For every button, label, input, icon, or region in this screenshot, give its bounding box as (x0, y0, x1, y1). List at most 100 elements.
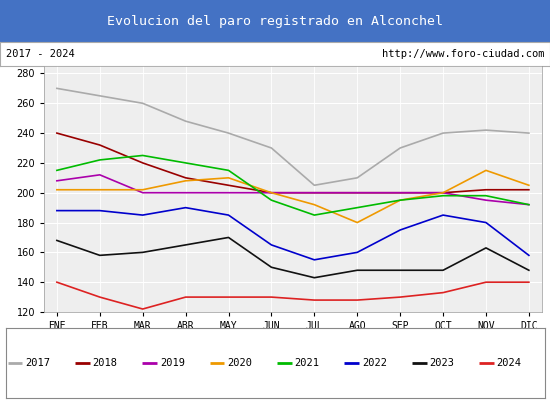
2022 (182, 205, 189, 210)
2018 (526, 187, 532, 192)
2019 (397, 190, 404, 195)
Text: 2017: 2017 (25, 358, 50, 368)
2019 (483, 198, 490, 202)
2021 (53, 168, 60, 173)
2018 (311, 190, 318, 195)
Line: 2022: 2022 (57, 208, 529, 260)
2019 (139, 190, 146, 195)
2019 (526, 202, 532, 207)
2020 (139, 187, 146, 192)
2017 (440, 131, 447, 136)
2019 (311, 190, 318, 195)
2018 (354, 190, 361, 195)
Line: 2023: 2023 (57, 238, 529, 278)
Text: Evolucion del paro registrado en Alconchel: Evolucion del paro registrado en Alconch… (107, 14, 443, 28)
2024 (311, 298, 318, 302)
2023 (53, 238, 60, 243)
Line: 2024: 2024 (57, 282, 529, 309)
2021 (96, 158, 103, 162)
2021 (182, 160, 189, 165)
Line: 2017: 2017 (57, 88, 529, 185)
2017 (311, 183, 318, 188)
2020 (397, 198, 404, 202)
2021 (139, 153, 146, 158)
2023 (526, 268, 532, 273)
2017 (268, 146, 274, 150)
2022 (53, 208, 60, 213)
2023 (139, 250, 146, 255)
2020 (440, 190, 447, 195)
2024 (526, 280, 532, 284)
Text: 2019: 2019 (160, 358, 185, 368)
2018 (139, 160, 146, 165)
2018 (397, 190, 404, 195)
2024 (440, 290, 447, 295)
2017 (483, 128, 490, 132)
2023 (440, 268, 447, 273)
2021 (268, 198, 274, 202)
Line: 2018: 2018 (57, 133, 529, 193)
Text: 2021: 2021 (295, 358, 320, 368)
2023 (182, 242, 189, 247)
2018 (96, 143, 103, 148)
2022 (483, 220, 490, 225)
2021 (440, 193, 447, 198)
2024 (397, 295, 404, 300)
2020 (182, 178, 189, 183)
2020 (96, 187, 103, 192)
2020 (268, 190, 274, 195)
2019 (354, 190, 361, 195)
2024 (96, 295, 103, 300)
2024 (53, 280, 60, 284)
2023 (268, 265, 274, 270)
2017 (139, 101, 146, 106)
2021 (225, 168, 232, 173)
2023 (354, 268, 361, 273)
2020 (311, 202, 318, 207)
2020 (53, 187, 60, 192)
2020 (354, 220, 361, 225)
2019 (182, 190, 189, 195)
Text: 2023: 2023 (430, 358, 454, 368)
2017 (354, 176, 361, 180)
2020 (526, 183, 532, 188)
2021 (311, 213, 318, 218)
2022 (139, 213, 146, 218)
2017 (397, 146, 404, 150)
2018 (182, 176, 189, 180)
2021 (354, 205, 361, 210)
2021 (483, 193, 490, 198)
Line: 2021: 2021 (57, 156, 529, 215)
Text: 2018: 2018 (92, 358, 117, 368)
2019 (225, 190, 232, 195)
2023 (483, 246, 490, 250)
2022 (526, 253, 532, 258)
2020 (225, 176, 232, 180)
Text: 2020: 2020 (227, 358, 252, 368)
Text: 2024: 2024 (497, 358, 521, 368)
2024 (483, 280, 490, 284)
Text: 2017 - 2024: 2017 - 2024 (6, 49, 74, 59)
2022 (354, 250, 361, 255)
2018 (225, 183, 232, 188)
2022 (268, 242, 274, 247)
Text: 2022: 2022 (362, 358, 387, 368)
2019 (440, 190, 447, 195)
2017 (182, 119, 189, 124)
Line: 2020: 2020 (57, 170, 529, 222)
2023 (96, 253, 103, 258)
2018 (440, 190, 447, 195)
2022 (96, 208, 103, 213)
2022 (397, 228, 404, 232)
2021 (397, 198, 404, 202)
2018 (483, 187, 490, 192)
2017 (225, 131, 232, 136)
2024 (182, 295, 189, 300)
2019 (96, 172, 103, 177)
2017 (526, 131, 532, 136)
Text: http://www.foro-ciudad.com: http://www.foro-ciudad.com (382, 49, 544, 59)
2023 (225, 235, 232, 240)
2021 (526, 202, 532, 207)
2020 (483, 168, 490, 173)
2017 (96, 94, 103, 98)
